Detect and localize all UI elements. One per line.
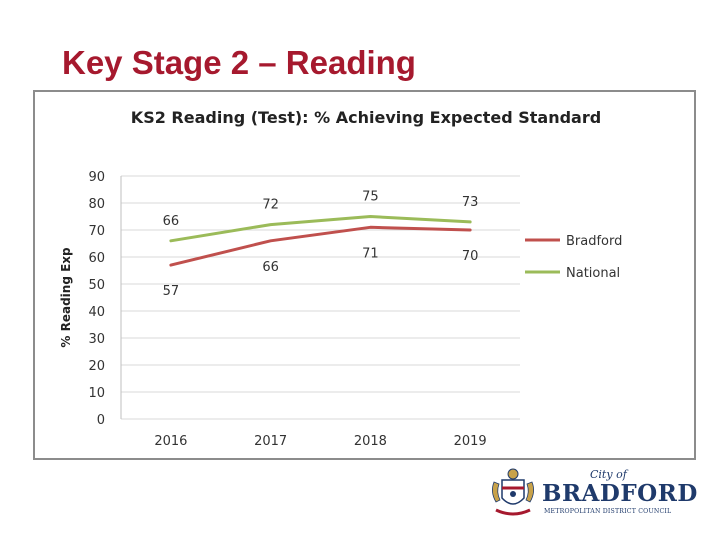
legend-label: National [566, 266, 620, 281]
y-tick-label: 80 [88, 197, 105, 212]
data-label: 66 [163, 214, 180, 229]
x-tick-label: 2017 [254, 434, 287, 449]
y-tick-label: 20 [88, 359, 105, 374]
y-axis-label: % Reading Exp [59, 247, 73, 348]
series-line-national [169, 215, 472, 243]
series-line-bradford [169, 225, 472, 267]
coat-of-arms-icon [492, 468, 534, 516]
legend-label: Bradford [566, 234, 622, 249]
y-tick-label: 10 [88, 386, 105, 401]
x-tick-label: 2016 [154, 434, 187, 449]
y-tick-label: 90 [88, 170, 105, 185]
y-tick-label: 30 [88, 332, 105, 347]
logo-city-of: City of [590, 468, 627, 481]
line-chart: KS2 Reading (Test): % Achieving Expected… [59, 108, 622, 449]
y-tick-label: 60 [88, 251, 105, 266]
y-tick-label: 0 [97, 413, 105, 428]
slide-title: Key Stage 2 – Reading [62, 44, 416, 81]
y-tick-label: 50 [88, 278, 105, 293]
data-label: 75 [362, 190, 379, 205]
data-label: 72 [262, 198, 279, 213]
y-tick-label: 70 [88, 224, 105, 239]
council-logo: City of BRADFORD METROPOLITAN DISTRICT C… [488, 466, 697, 522]
logo-name: BRADFORD [542, 480, 698, 507]
data-label: 71 [362, 246, 379, 261]
chart-frame: KS2 Reading (Test): % Achieving Expected… [33, 90, 696, 460]
data-label: 73 [462, 195, 479, 210]
x-tick-label: 2018 [354, 434, 387, 449]
data-label: 66 [262, 260, 279, 275]
logo-council: METROPOLITAN DISTRICT COUNCIL [544, 508, 672, 515]
chart-title: KS2 Reading (Test): % Achieving Expected… [131, 108, 601, 127]
x-tick-label: 2019 [454, 434, 487, 449]
data-label: 70 [462, 249, 479, 264]
data-label: 57 [163, 284, 180, 299]
y-tick-label: 40 [88, 305, 105, 320]
